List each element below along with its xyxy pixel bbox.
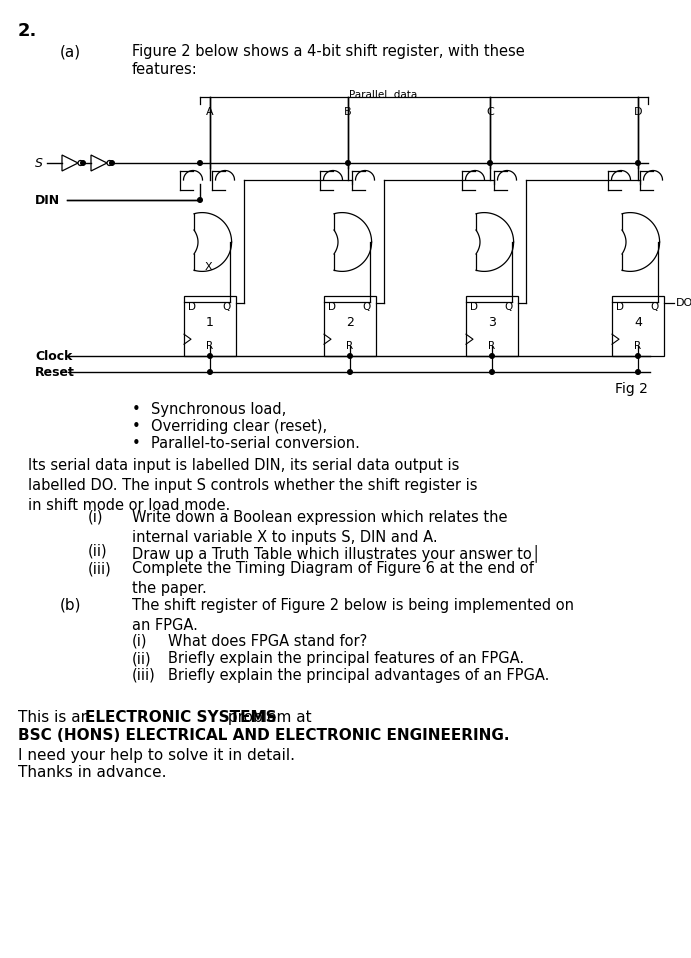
Circle shape (348, 354, 352, 358)
Text: DO: DO (676, 298, 691, 308)
Text: Figure 2 below shows a 4-bit shift register, with these: Figure 2 below shows a 4-bit shift regis… (132, 44, 524, 59)
Text: Parallel-to-serial conversion.: Parallel-to-serial conversion. (151, 436, 360, 451)
Text: D: D (634, 107, 642, 117)
Text: The shift register of Figure 2 below is being implemented on
an FPGA.: The shift register of Figure 2 below is … (132, 598, 574, 633)
Text: Write down a Boolean expression which relates the
internal variable X to inputs : Write down a Boolean expression which re… (132, 510, 507, 545)
Text: R: R (489, 341, 495, 351)
Circle shape (198, 161, 202, 166)
Bar (324, 296, 376, 356)
Circle shape (81, 161, 85, 166)
Text: Parallel  data: Parallel data (349, 90, 417, 100)
Circle shape (346, 161, 350, 166)
Text: Q: Q (504, 302, 512, 312)
Circle shape (490, 354, 494, 358)
Circle shape (636, 370, 641, 375)
Text: D: D (188, 302, 196, 312)
Circle shape (488, 161, 492, 166)
Text: X: X (205, 262, 213, 272)
Text: 2: 2 (346, 315, 354, 329)
Text: I need your help to solve it in detail.: I need your help to solve it in detail. (18, 748, 295, 763)
Text: D: D (616, 302, 624, 312)
Text: •: • (132, 419, 141, 434)
Text: Briefly explain the principal advantages of an FPGA.: Briefly explain the principal advantages… (168, 668, 549, 683)
Text: B: B (344, 107, 352, 117)
Text: Fig 2: Fig 2 (615, 382, 648, 396)
Text: Q: Q (222, 302, 230, 312)
Text: (iii): (iii) (132, 668, 155, 683)
Bar (184, 296, 236, 356)
Text: 4: 4 (634, 315, 642, 329)
Circle shape (198, 197, 202, 202)
Text: Q: Q (650, 302, 659, 312)
Text: (i): (i) (132, 634, 147, 649)
Text: Q: Q (362, 302, 370, 312)
Text: Thanks in advance.: Thanks in advance. (18, 765, 167, 780)
Text: This is an: This is an (18, 710, 95, 725)
Circle shape (636, 161, 641, 166)
Circle shape (110, 161, 114, 166)
Text: Its serial data input is labelled DIN, its serial data output is
labelled DO. Th: Its serial data input is labelled DIN, i… (28, 458, 477, 513)
Text: Reset: Reset (35, 366, 75, 378)
Text: •: • (132, 436, 141, 451)
Text: ELECTRONIC SYSTEMS: ELECTRONIC SYSTEMS (85, 710, 276, 725)
Text: DIN: DIN (35, 194, 60, 207)
Text: Complete the Timing Diagram of Figure 6 at the end of
the paper.: Complete the Timing Diagram of Figure 6 … (132, 561, 534, 596)
Polygon shape (62, 155, 78, 171)
Text: D: D (328, 302, 336, 312)
Circle shape (208, 370, 212, 375)
Bar (612, 296, 664, 356)
Text: D: D (470, 302, 478, 312)
Text: Draw up a Truth Table which illustrates your answer to│: Draw up a Truth Table which illustrates … (132, 544, 540, 561)
Text: (iii): (iii) (88, 561, 112, 576)
Text: 2.: 2. (18, 22, 37, 40)
Text: •: • (132, 402, 141, 417)
Text: Overriding clear (reset),: Overriding clear (reset), (151, 419, 327, 434)
Text: C: C (486, 107, 494, 117)
Circle shape (208, 354, 212, 358)
Text: (ii): (ii) (132, 651, 151, 666)
Text: A: A (206, 107, 214, 117)
Circle shape (348, 370, 352, 375)
Text: R: R (634, 341, 641, 351)
Text: What does FPGA stand for?: What does FPGA stand for? (168, 634, 367, 649)
Text: (i): (i) (88, 510, 104, 525)
Text: Clock: Clock (35, 350, 73, 362)
Text: R: R (346, 341, 354, 351)
Text: BSC (HONS) ELECTRICAL AND ELECTRONIC ENGINEERING.: BSC (HONS) ELECTRICAL AND ELECTRONIC ENG… (18, 728, 509, 743)
Bar (466, 296, 518, 356)
Text: Briefly explain the principal features of an FPGA.: Briefly explain the principal features o… (168, 651, 524, 666)
Circle shape (490, 370, 494, 375)
Text: problem at: problem at (223, 710, 312, 725)
Text: (a): (a) (60, 44, 81, 59)
Text: R: R (207, 341, 214, 351)
Text: (b): (b) (60, 598, 82, 613)
Circle shape (636, 354, 641, 358)
Text: features:: features: (132, 62, 198, 77)
Text: (ii): (ii) (88, 544, 108, 559)
Text: S: S (35, 156, 43, 170)
Text: 1: 1 (206, 315, 214, 329)
Text: Synchronous load,: Synchronous load, (151, 402, 286, 417)
Text: 3: 3 (488, 315, 496, 329)
Polygon shape (91, 155, 107, 171)
